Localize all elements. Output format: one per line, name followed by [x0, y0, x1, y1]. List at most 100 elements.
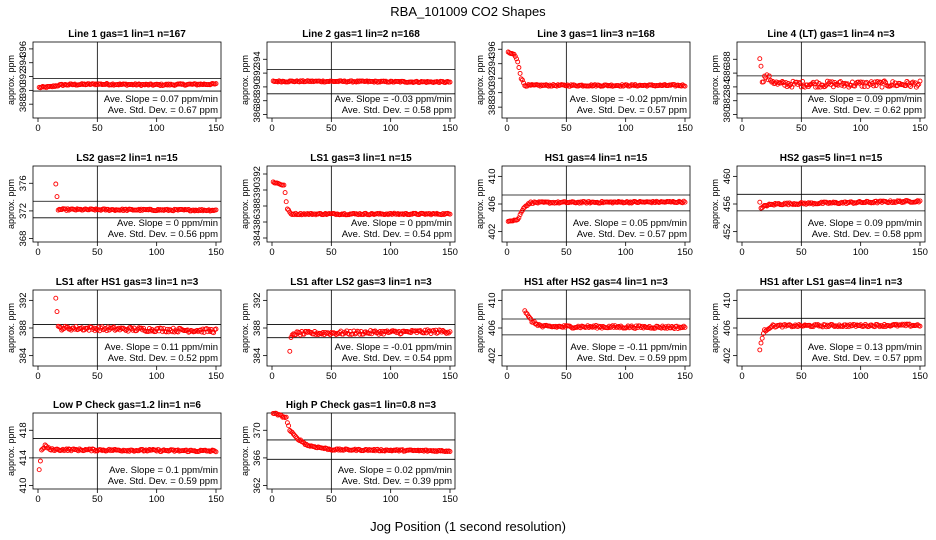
data-point [84, 82, 90, 87]
slope-annotation: Ave. Slope = 0.07 ppm/min [104, 94, 218, 105]
data-point [371, 447, 377, 452]
y-tick-label: 392 [18, 292, 29, 308]
data-point [447, 211, 453, 217]
x-tick-label: 50 [796, 371, 807, 382]
y-axis-label: approx. ppm [240, 179, 250, 229]
data-point [293, 434, 299, 440]
y-tick-label: 392 [252, 292, 263, 308]
data-point [189, 328, 195, 334]
data-point [141, 325, 147, 331]
data-point [289, 332, 295, 338]
y-tick-label: 366 [252, 450, 263, 466]
slope-annotation: Ave. Slope = -0.03 ppm/min [335, 94, 452, 105]
y-tick-label: 368 [18, 231, 29, 247]
data-point [282, 190, 288, 196]
x-tick-label: 100 [149, 247, 165, 258]
x-tick-label: 0 [739, 123, 744, 134]
data-point [788, 82, 794, 87]
panel-13: Low P Check gas=1.2 lin=1 n=6 0 50 100 150 41… [6, 400, 224, 505]
data-point [591, 323, 597, 329]
data-point [681, 323, 687, 329]
data-point [379, 328, 385, 334]
stddev-annotation: Ave. Std. Dev. = 0.59 ppm [577, 353, 687, 364]
x-tick-label: 0 [269, 123, 274, 134]
x-tick-label: 150 [208, 123, 224, 134]
data-point [163, 329, 169, 335]
x-tick-label: 100 [618, 123, 634, 134]
y-tick-label: 396 [487, 41, 498, 57]
data-point [915, 198, 921, 204]
data-point [303, 441, 309, 447]
stddev-annotation: Ave. Std. Dev. = 0.58 ppm [812, 229, 922, 240]
data-point [388, 210, 394, 216]
data-point [519, 77, 525, 83]
data-point [93, 326, 99, 332]
slope-annotation: Ave. Slope = -0.11 ppm/min [570, 342, 687, 353]
x-tick-label: 150 [912, 247, 928, 258]
y-tick-label: 388 [252, 198, 263, 214]
y-axis-label: approx. ppm [240, 303, 250, 353]
data-series [36, 442, 219, 473]
data-point [158, 326, 164, 332]
plot-frame [32, 41, 222, 119]
data-point [301, 331, 307, 337]
panel-9: LS1 after HS1 gas=3 lin=1 n=3 0 50 100 150 38… [6, 277, 224, 382]
y-axis-label: approx. ppm [710, 55, 720, 105]
panel-title: Line 3 gas=1 lin=3 n=168 [537, 29, 655, 40]
slope-annotation: Ave. Slope = 0.05 ppm/min [573, 218, 687, 229]
data-point [123, 327, 129, 333]
data-point [760, 79, 766, 85]
y-tick-label: 388 [18, 96, 29, 112]
data-point [292, 432, 297, 438]
data-point [147, 325, 152, 331]
data-series [270, 78, 453, 86]
panel-title: Line 4 (LT) gas=1 lin=4 n=3 [767, 29, 895, 40]
data-point [514, 56, 519, 62]
y-tick-label: 384 [252, 230, 263, 246]
y-tick-label: 380 [722, 107, 733, 123]
data-series [522, 308, 688, 331]
y-axis-label: approx. ppm [475, 55, 485, 105]
data-point [876, 322, 881, 328]
y-axis-label: approx. ppm [6, 55, 16, 105]
data-point [288, 335, 294, 340]
panel-7: HS1 gas=4 lin=1 n=15 0 50 100 150 402 406 410ap… [475, 153, 693, 258]
data-point [682, 83, 688, 89]
plot-frame [501, 41, 691, 119]
data-point [842, 80, 848, 86]
panel-14: High P Check gas=1 lin=0.8 n=3 0 50 100 150 3… [240, 400, 458, 505]
data-point [155, 325, 161, 331]
y-tick-label: 392 [18, 69, 29, 85]
x-tick-label: 100 [853, 247, 869, 258]
data-point [363, 329, 369, 335]
data-point [54, 309, 60, 315]
data-point [649, 200, 655, 206]
data-point [145, 329, 151, 334]
data-point [757, 199, 763, 205]
panel-title: LS1 gas=3 lin=1 n=15 [310, 153, 412, 164]
y-tick-label: 392 [252, 65, 263, 81]
data-point [333, 332, 339, 337]
stddev-annotation: Ave. Std. Dev. = 0.62 ppm [812, 105, 922, 116]
slope-annotation: Ave. Slope = 0.11 ppm/min [105, 342, 218, 353]
x-tick-label: 50 [326, 123, 337, 134]
data-point [376, 331, 382, 337]
data-point [336, 447, 341, 453]
x-tick-label: 100 [383, 494, 399, 505]
data-point [109, 82, 115, 88]
x-tick-label: 100 [618, 371, 634, 382]
y-tick-label: 410 [487, 168, 498, 184]
data-point [308, 79, 314, 85]
panel-title: Line 2 gas=1 lin=2 n=168 [302, 29, 420, 40]
y-tick-label: 392 [252, 166, 263, 182]
data-point [65, 206, 71, 212]
data-point [284, 206, 290, 212]
plot-frame [266, 412, 456, 490]
y-tick-label: 390 [487, 85, 498, 101]
slope-annotation: Ave. Slope = 0 ppm/min [117, 218, 218, 229]
data-point [326, 330, 332, 336]
data-point [675, 199, 681, 205]
y-axis-label: approx. ppm [475, 179, 485, 229]
x-tick-label: 50 [796, 123, 807, 134]
